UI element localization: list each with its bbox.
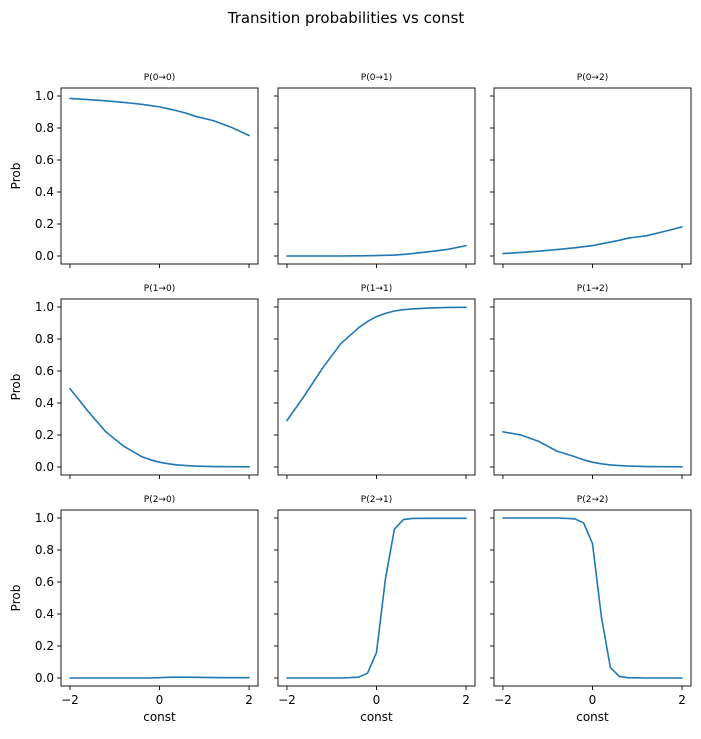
x-axis-label: const [143, 710, 176, 724]
x-tick-label: −2 [494, 693, 512, 707]
x-tick-label: 2 [678, 693, 686, 707]
subplot-title: P(2→2) [577, 495, 608, 505]
x-tick-label: 2 [245, 693, 253, 707]
y-tick-label: 0.2 [35, 217, 54, 231]
series-line [286, 244, 467, 257]
subplot-title: P(0→0) [144, 73, 175, 83]
y-tick-label: 0.0 [35, 249, 54, 263]
x-tick-label: −2 [278, 693, 296, 707]
y-tick-label: 0.6 [35, 364, 54, 378]
y-tick-label: 0.6 [35, 575, 54, 589]
subplot-2-0: P(2→0) 0.0 0.2 0.4 0.6 0.8 1.0 −2 0 2 Prob const [9, 495, 259, 724]
y-tick-label: 0.0 [35, 671, 54, 685]
y-tick-label: 0.2 [35, 639, 54, 653]
y-tick-label: 0.4 [35, 185, 54, 199]
subplot-title: P(1→0) [144, 284, 175, 294]
series-line [69, 97, 250, 137]
axes-frame [493, 298, 692, 476]
subplot-0-1: P(0→1) [274, 73, 476, 268]
x-axis-label: const [360, 710, 393, 724]
y-axis-label: Prob [9, 585, 23, 612]
subplot-title: P(0→1) [361, 73, 392, 83]
y-axis-label: Prob [9, 374, 23, 401]
x-tick-label: 0 [589, 693, 597, 707]
y-axis-label: Prob [9, 163, 23, 190]
x-tick-label: 0 [156, 693, 164, 707]
x-tick-label: −2 [61, 693, 79, 707]
y-tick-label: 0.8 [35, 543, 54, 557]
y-tick-label: 0.2 [35, 428, 54, 442]
series-line [286, 306, 467, 422]
subplot-title: P(2→0) [144, 495, 175, 505]
y-tick-label: 0.6 [35, 153, 54, 167]
series-line [502, 517, 683, 679]
y-tick-label: 1.0 [35, 89, 54, 103]
series-line [502, 430, 683, 468]
figure-title: Transition probabilities vs const [227, 9, 465, 27]
y-tick-label: 0.4 [35, 396, 54, 410]
subplot-grid: P(0→0) 0.0 0.2 0.4 0.6 0.8 1.0 Prob P(0→1) P(0→2)… [9, 73, 692, 724]
subplot-title: P(2→1) [361, 495, 392, 505]
y-tick-label: 1.0 [35, 511, 54, 525]
subplot-0-2: P(0→2) [490, 73, 692, 268]
series-line [69, 387, 250, 468]
subplot-title: P(1→1) [361, 284, 392, 294]
y-tick-label: 0.8 [35, 332, 54, 346]
subplot-1-0: P(1→0) 0.0 0.2 0.4 0.6 0.8 1.0 Prob [9, 284, 259, 479]
subplot-title: P(1→2) [577, 284, 608, 294]
subplot-2-1: P(2→1) −2 0 2 const [274, 495, 476, 724]
series-line [502, 226, 683, 255]
y-tick-label: 0.4 [35, 607, 54, 621]
x-tick-label: 0 [373, 693, 381, 707]
axes-frame [60, 509, 259, 687]
y-tick-label: 0.0 [35, 460, 54, 474]
axes-frame [493, 509, 692, 687]
axes-frame [60, 298, 259, 476]
axes-frame [277, 298, 476, 476]
x-axis-label: const [576, 710, 609, 724]
series-line [69, 676, 250, 679]
axes-frame [493, 87, 692, 265]
series-line [286, 517, 467, 679]
subplot-2-2: P(2→2) −2 0 2 const [490, 495, 692, 724]
subplot-1-1: P(1→1) [274, 284, 476, 479]
x-tick-label: 2 [462, 693, 470, 707]
subplot-1-2: P(1→2) [490, 284, 692, 479]
axes-frame [60, 87, 259, 265]
subplot-0-0: P(0→0) 0.0 0.2 0.4 0.6 0.8 1.0 Prob [9, 73, 259, 268]
axes-frame [277, 509, 476, 687]
y-tick-label: 0.8 [35, 121, 54, 135]
axes-frame [277, 87, 476, 265]
y-tick-label: 1.0 [35, 300, 54, 314]
subplot-title: P(0→2) [577, 73, 608, 83]
